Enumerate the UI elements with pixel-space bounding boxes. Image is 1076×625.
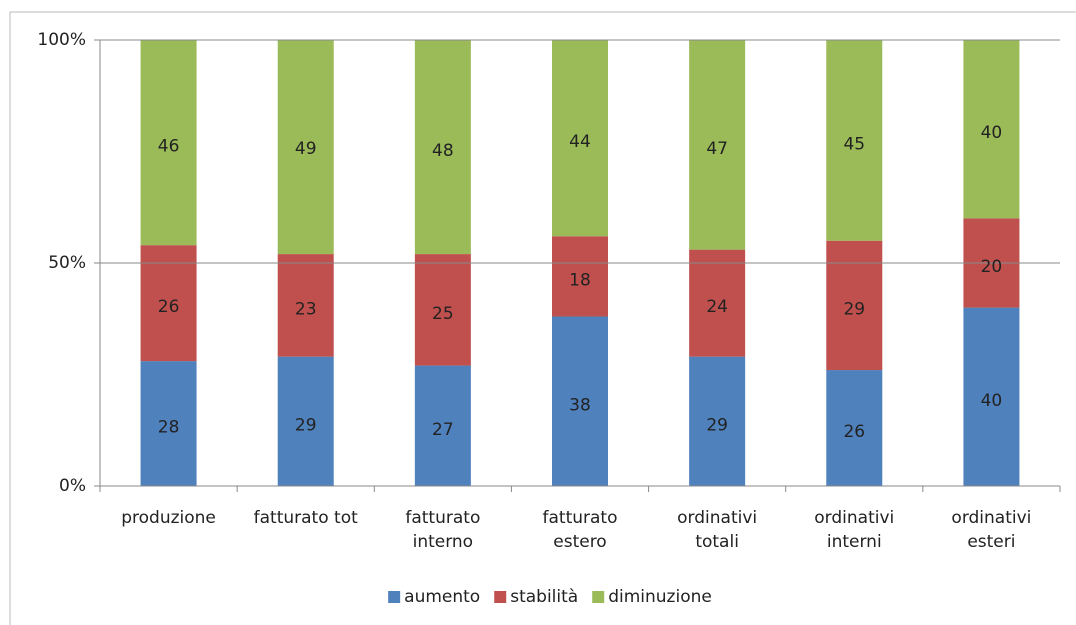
y-tick-label: 100% <box>37 30 86 50</box>
data-label: 25 <box>432 304 454 324</box>
x-tick-label: produzione <box>121 508 216 528</box>
data-label: 40 <box>981 123 1003 143</box>
data-label: 49 <box>295 139 317 159</box>
data-label: 29 <box>706 415 728 435</box>
data-label: 29 <box>843 299 865 319</box>
data-label: 26 <box>843 422 865 442</box>
bar-segment <box>552 236 608 317</box>
data-label: 38 <box>569 395 591 415</box>
bar-segment <box>689 356 746 486</box>
data-label: 44 <box>569 132 591 152</box>
bar-segment <box>689 40 746 250</box>
bars <box>140 40 1020 486</box>
bar-segment <box>552 40 608 237</box>
legend-label: diminuzione <box>608 587 712 607</box>
legend-swatch <box>388 591 401 603</box>
bar-segment <box>140 361 197 486</box>
legend-label: stabilità <box>510 587 578 607</box>
bar-segment <box>140 40 197 246</box>
x-tick-label: fatturato estero <box>542 508 618 552</box>
bar-segment <box>277 356 334 486</box>
bar-segment <box>414 365 471 486</box>
data-label: 27 <box>432 420 454 440</box>
x-tick-label: fatturato interno <box>405 508 481 552</box>
data-label: 29 <box>295 415 317 435</box>
legend-swatch <box>494 591 507 603</box>
data-label: 26 <box>158 297 180 317</box>
data-label: 23 <box>295 299 317 319</box>
x-tick-label: ordinativi esteri <box>951 508 1032 552</box>
x-tick-label: fatturato tot <box>253 508 358 528</box>
bar-segment <box>826 40 883 241</box>
bar-segment <box>552 316 608 486</box>
bar-segment <box>826 370 883 486</box>
legend: aumento stabilità diminuzione <box>388 587 712 607</box>
bar-segment <box>277 254 334 357</box>
data-label: 46 <box>158 137 180 157</box>
data-label: 48 <box>432 141 454 161</box>
bar-segment <box>826 240 883 371</box>
legend-label: aumento <box>404 587 480 607</box>
data-label: 47 <box>706 139 728 159</box>
data-label: 24 <box>706 297 728 317</box>
bar-segment <box>414 254 471 366</box>
data-label: 28 <box>158 418 180 438</box>
legend-swatch <box>592 591 605 603</box>
data-label: 18 <box>569 270 591 290</box>
bar-segment <box>140 245 197 362</box>
data-label: 45 <box>843 134 865 154</box>
x-tick-label: ordinativi interni <box>814 508 895 552</box>
bar-segment <box>963 307 1020 486</box>
x-tick-label: ordinativi totali <box>677 508 758 552</box>
data-label: 40 <box>981 391 1003 411</box>
bar-segment <box>277 40 334 255</box>
y-tick-label: 0% <box>59 476 86 496</box>
bar-segment <box>689 249 746 357</box>
y-tick-label: 50% <box>48 253 86 273</box>
bar-segment <box>963 40 1020 219</box>
bar-segment <box>414 40 471 255</box>
data-label: 20 <box>981 257 1003 277</box>
